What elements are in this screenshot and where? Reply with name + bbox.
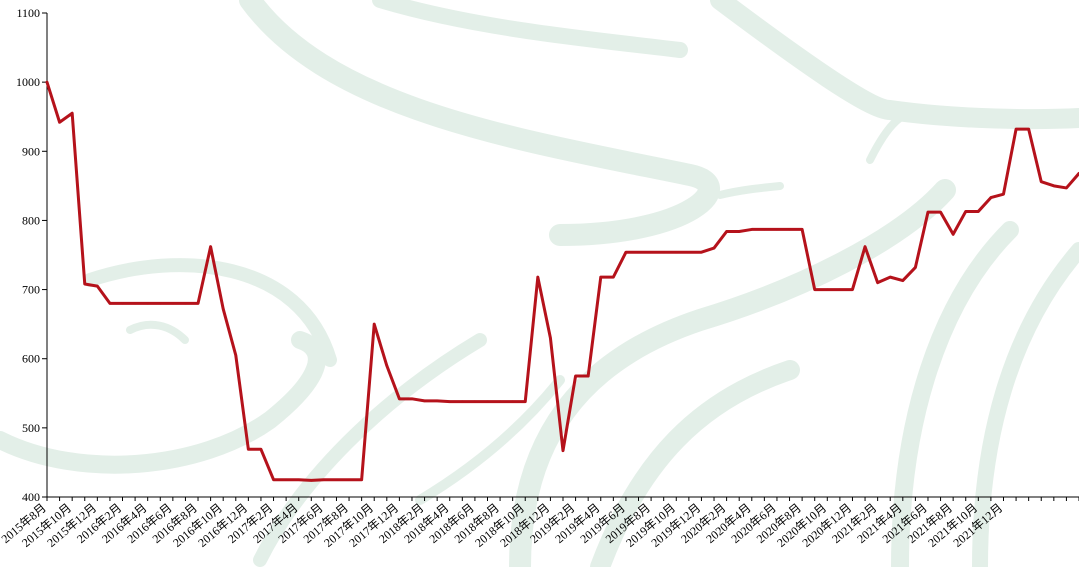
- data-point: [838, 288, 842, 291]
- data-point: [574, 374, 577, 378]
- data-point: [788, 228, 791, 231]
- data-point: [70, 112, 74, 115]
- data-point: [272, 478, 275, 481]
- data-point: [951, 233, 955, 236]
- data-point: [435, 399, 439, 403]
- data-point: [675, 251, 678, 254]
- data-point: [1002, 192, 1005, 196]
- data-point: [209, 245, 212, 248]
- data-point: [612, 275, 615, 279]
- data-point: [863, 245, 867, 248]
- data-point: [196, 302, 200, 305]
- y-tick-label: 600: [22, 352, 40, 366]
- data-point: [800, 228, 804, 231]
- data-point: [989, 196, 993, 199]
- data-point: [410, 397, 414, 401]
- data-point: [373, 322, 376, 326]
- data-point: [1040, 180, 1043, 183]
- data-point: [763, 228, 766, 231]
- y-tick-label: 500: [22, 421, 40, 435]
- data-point: [184, 302, 187, 305]
- data-point: [536, 275, 540, 279]
- y-tick-label: 1100: [16, 6, 40, 20]
- data-point: [775, 228, 779, 231]
- data-point: [284, 478, 288, 481]
- data-point: [347, 478, 351, 481]
- data-point: [599, 275, 602, 279]
- data-point: [637, 251, 640, 254]
- data-point: [297, 478, 300, 481]
- data-point: [234, 354, 237, 357]
- data-point: [360, 478, 363, 481]
- data-point: [813, 288, 816, 291]
- data-point: [586, 374, 590, 378]
- data-point: [83, 282, 86, 286]
- data-point: [335, 478, 338, 481]
- data-point: [914, 266, 917, 269]
- data-point: [108, 302, 112, 305]
- data-point: [511, 400, 514, 403]
- data-point: [121, 302, 124, 305]
- data-point: [712, 246, 716, 250]
- data-point: [498, 400, 502, 403]
- y-tick-label: 1000: [16, 75, 40, 89]
- series-layer: [45, 80, 1079, 482]
- data-point: [851, 288, 854, 291]
- data-point: [524, 400, 527, 403]
- data-point: [624, 251, 628, 254]
- data-point: [310, 479, 313, 482]
- data-point: [750, 228, 753, 231]
- data-point: [133, 302, 137, 305]
- data-point: [171, 302, 175, 305]
- data-point: [45, 80, 49, 84]
- data-point: [926, 210, 930, 214]
- data-point: [889, 275, 892, 279]
- data-point: [448, 400, 451, 403]
- data-point: [662, 251, 665, 254]
- data-point: [901, 279, 905, 282]
- x-axis-ticks: 2015年8月2015年10月2015年12月2016年2月2016年4月201…: [0, 497, 1079, 550]
- data-point: [649, 251, 653, 254]
- data-point: [826, 288, 829, 291]
- data-point: [159, 302, 162, 305]
- data-point: [247, 448, 250, 451]
- data-point: [96, 284, 99, 288]
- data-point: [561, 449, 565, 452]
- data-point: [473, 400, 477, 403]
- data-point: [549, 336, 552, 340]
- data-point: [385, 364, 389, 367]
- data-point: [398, 397, 401, 401]
- data-point: [322, 478, 326, 481]
- data-point: [725, 230, 728, 233]
- data-point: [939, 210, 942, 214]
- y-tick-label: 900: [22, 144, 40, 158]
- data-point: [1027, 127, 1030, 131]
- data-point: [977, 210, 980, 213]
- y-tick-label: 700: [22, 283, 40, 297]
- data-point: [1014, 127, 1018, 131]
- data-point: [964, 210, 967, 213]
- y-tick-label: 800: [22, 213, 40, 227]
- data-point: [1065, 186, 1068, 190]
- data-point: [461, 400, 464, 403]
- data-point: [259, 448, 263, 451]
- data-point: [146, 302, 149, 305]
- y-axis-ticks: 400 500 600 700 800 900 1000 1100: [16, 6, 47, 504]
- data-point: [1052, 184, 1056, 188]
- data-point: [687, 251, 691, 254]
- data-point: [423, 399, 426, 403]
- data-point: [876, 281, 879, 284]
- data-point: [221, 307, 225, 311]
- data-point: [700, 251, 703, 254]
- data-point: [58, 121, 61, 124]
- y-tick-label: 400: [22, 490, 40, 504]
- data-point: [737, 230, 741, 233]
- data-point: [486, 400, 489, 403]
